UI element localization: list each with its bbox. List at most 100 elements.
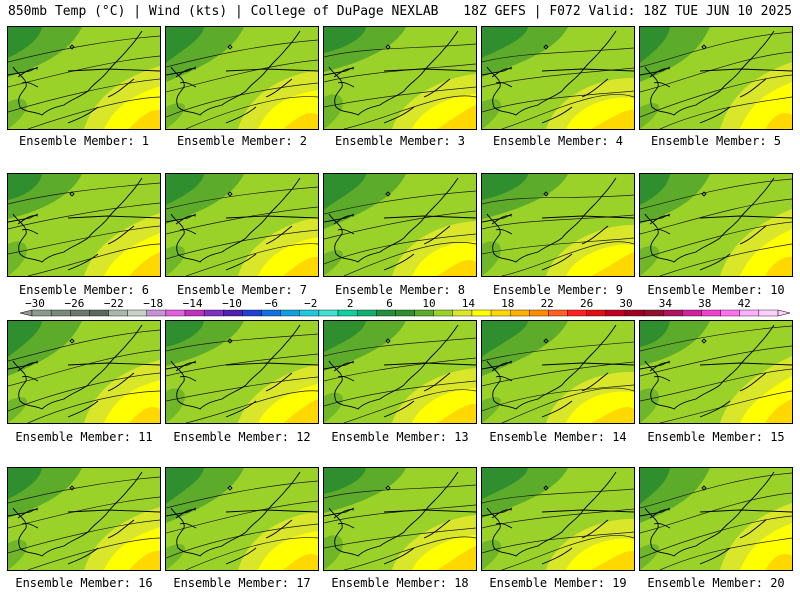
colorbar-swatch <box>242 309 262 317</box>
colorbar-swatch <box>395 309 415 317</box>
colorbar-swatch <box>682 309 702 317</box>
colorbar-swatch <box>31 309 52 317</box>
ensemble-caption-7: Ensemble Member: 7 <box>157 283 327 297</box>
ensemble-map-14 <box>481 320 635 424</box>
colorbar-arrow-low <box>20 309 33 317</box>
ensemble-map-2 <box>165 26 319 130</box>
ensemble-caption-2: Ensemble Member: 2 <box>157 134 327 148</box>
colorbar-tick-label: 26 <box>579 297 594 310</box>
colorbar-swatch <box>70 309 90 317</box>
caption-prefix: Ensemble Member: <box>331 576 455 590</box>
colorbar-swatch <box>452 309 473 317</box>
colorbar-tick-label: −14 <box>182 297 203 310</box>
ensemble-map-12 <box>165 320 319 424</box>
ensemble-caption-5: Ensemble Member: 5 <box>631 134 800 148</box>
caption-prefix: Ensemble Member: <box>173 576 297 590</box>
colorbar-swatch <box>471 309 492 317</box>
member-number: 19 <box>612 576 627 590</box>
ensemble-map-17 <box>165 467 319 571</box>
ensemble-caption-15: Ensemble Member: 15 <box>631 430 800 444</box>
ensemble-map-10 <box>639 173 793 277</box>
member-number: 18 <box>454 576 469 590</box>
ensemble-caption-6: Ensemble Member: 6 <box>0 283 169 297</box>
member-number: 5 <box>773 134 782 148</box>
colorbar-swatch <box>376 309 396 317</box>
colorbar-swatch <box>739 309 760 317</box>
ensemble-map-5 <box>639 26 793 130</box>
member-number: 20 <box>770 576 785 590</box>
colorbar-swatch <box>223 309 243 317</box>
ensemble-caption-14: Ensemble Member: 14 <box>473 430 643 444</box>
colorbar-tick-label: 14 <box>461 297 476 310</box>
member-number: 9 <box>615 283 624 297</box>
ensemble-caption-4: Ensemble Member: 4 <box>473 134 643 148</box>
colorbar-tick-label: 38 <box>698 297 712 310</box>
ensemble-caption-9: Ensemble Member: 9 <box>473 283 643 297</box>
member-number: 17 <box>296 576 311 590</box>
ensemble-caption-11: Ensemble Member: 11 <box>0 430 169 444</box>
ensemble-caption-19: Ensemble Member: 19 <box>473 576 643 590</box>
colorbar-tick-label: 18 <box>501 297 515 310</box>
colorbar-swatch <box>548 309 568 317</box>
ensemble-caption-18: Ensemble Member: 18 <box>315 576 485 590</box>
ensemble-map-8 <box>323 173 477 277</box>
ensemble-map-3 <box>323 26 477 130</box>
member-number: 1 <box>141 134 150 148</box>
colorbar-swatch <box>299 309 320 317</box>
caption-prefix: Ensemble Member: <box>489 430 613 444</box>
colorbar-tick-label: −18 <box>143 297 164 310</box>
caption-prefix: Ensemble Member: <box>489 576 613 590</box>
ensemble-map-1 <box>7 26 161 130</box>
caption-prefix: Ensemble Member: <box>18 283 142 297</box>
ensemble-caption-1: Ensemble Member: 1 <box>0 134 169 148</box>
member-number: 8 <box>457 283 466 297</box>
colorbar-swatch <box>127 309 147 317</box>
caption-prefix: Ensemble Member: <box>492 134 616 148</box>
chart-title: 850mb Temp (°C) | Wind (kts) | College o… <box>8 4 439 19</box>
ensemble-caption-13: Ensemble Member: 13 <box>315 430 485 444</box>
ensemble-map-20 <box>639 467 793 571</box>
colorbar-tick-label: 22 <box>540 297 554 310</box>
member-number: 2 <box>299 134 308 148</box>
ensemble-map-9 <box>481 173 635 277</box>
colorbar-tick-label: −10 <box>222 297 242 310</box>
ensemble-map-13 <box>323 320 477 424</box>
ensemble-caption-12: Ensemble Member: 12 <box>157 430 327 444</box>
caption-prefix: Ensemble Member: <box>18 134 142 148</box>
colorbar-swatch <box>414 309 434 317</box>
caption-prefix: Ensemble Member: <box>492 283 616 297</box>
colorbar-tick-label: 6 <box>386 297 393 310</box>
colorbar-swatch <box>758 309 779 317</box>
member-number: 3 <box>457 134 466 148</box>
colorbar-swatch <box>586 309 607 317</box>
colorbar-swatch <box>529 309 549 317</box>
caption-prefix: Ensemble Member: <box>647 430 771 444</box>
colorbar-swatch <box>318 309 339 317</box>
ensemble-map-16 <box>7 467 161 571</box>
ensemble-map-15 <box>639 320 793 424</box>
ensemble-map-4 <box>481 26 635 130</box>
ensemble-caption-20: Ensemble Member: 20 <box>631 576 800 590</box>
member-number: 15 <box>770 430 785 444</box>
caption-prefix: Ensemble Member: <box>334 283 458 297</box>
caption-prefix: Ensemble Member: <box>647 283 771 297</box>
caption-prefix: Ensemble Member: <box>176 134 300 148</box>
colorbar-swatch <box>184 309 205 317</box>
caption-prefix: Ensemble Member: <box>331 430 455 444</box>
colorbar-swatch <box>108 309 128 317</box>
caption-prefix: Ensemble Member: <box>650 134 774 148</box>
member-number: 12 <box>296 430 311 444</box>
colorbar-swatch <box>720 309 740 317</box>
colorbar-swatch <box>280 309 300 317</box>
colorbar-tick-label: 42 <box>737 297 751 310</box>
model-run-info: 18Z GEFS | F072 Valid: 18Z TUE JUN 10 20… <box>463 4 792 19</box>
caption-prefix: Ensemble Member: <box>15 430 139 444</box>
caption-prefix: Ensemble Member: <box>173 430 297 444</box>
colorbar-swatch <box>605 309 626 317</box>
colorbar-tick-label: 10 <box>422 297 436 310</box>
colorbar-swatch <box>146 309 167 317</box>
colorbar-swatch <box>89 309 109 317</box>
caption-prefix: Ensemble Member: <box>176 283 300 297</box>
ensemble-map-7 <box>165 173 319 277</box>
member-number: 14 <box>612 430 627 444</box>
